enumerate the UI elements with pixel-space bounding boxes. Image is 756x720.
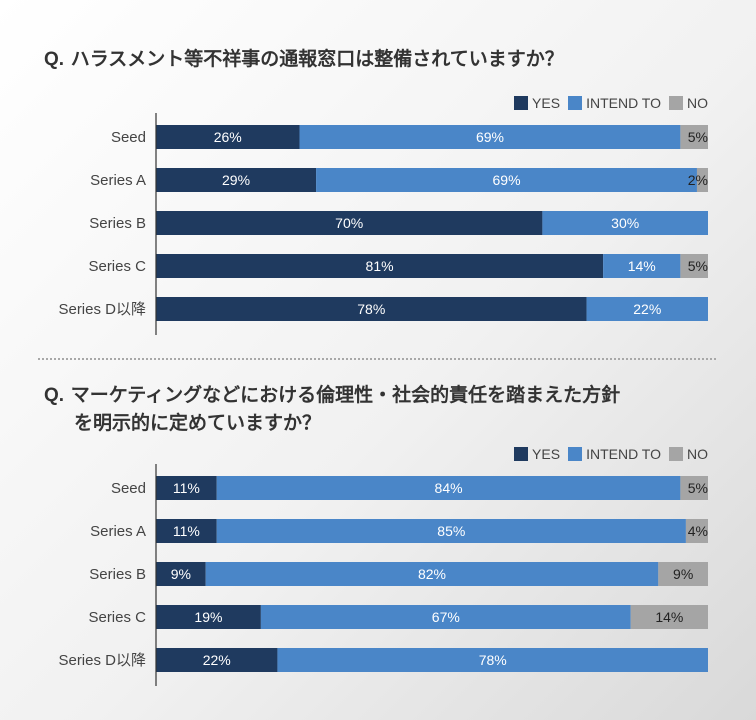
data-label: 9% — [673, 566, 693, 582]
data-label: 78% — [479, 652, 507, 668]
data-label: 5% — [688, 480, 708, 496]
legend-swatch-intend-to — [568, 96, 583, 110]
data-label: 5% — [688, 129, 708, 145]
category-label: Series B — [89, 215, 146, 232]
bar-segment-intend-to — [260, 605, 631, 629]
data-label: 22% — [633, 301, 661, 317]
chart-legend-2: YES INTEND TO NO — [506, 445, 708, 463]
bar-segment-yes — [156, 254, 604, 278]
legend-item-no: NO — [669, 95, 708, 111]
data-label: 78% — [357, 301, 385, 317]
question-title-1: Q. ハラスメント等不祥事の通報窓口は整備されていますか？ — [44, 45, 564, 74]
bar-segment-no — [696, 168, 708, 192]
category-label: Series B — [89, 566, 146, 583]
legend-swatch-yes — [514, 447, 529, 461]
stacked-bar-chart-2: Seed 11% 84% 5% Series A 11% 85% 4% Series B 9% 82… — [58, 464, 708, 686]
bar-segment-yes — [156, 211, 543, 235]
legend-item-intend-to: INTEND TO — [568, 446, 661, 462]
bar-segment-intend-to — [277, 648, 708, 672]
bar-segment-yes — [156, 168, 317, 192]
category-label: Seed — [111, 129, 146, 146]
bar-segment-no — [685, 519, 708, 543]
data-label: 11% — [173, 523, 200, 539]
category-label: Series A — [90, 523, 146, 540]
category-label: Series C — [88, 609, 146, 626]
bar-segment-yes — [156, 562, 206, 586]
category-label: Seed — [111, 480, 146, 497]
legend-item-yes: YES — [514, 446, 560, 462]
bar-segment-intend-to — [586, 297, 708, 321]
bar-segment-yes — [156, 648, 278, 672]
legend-label-no: NO — [687, 446, 708, 462]
legend-label-intend-to: INTEND TO — [586, 446, 661, 462]
data-label: 30% — [611, 215, 639, 231]
bar-segment-no — [630, 605, 708, 629]
category-label: Series D以降 — [58, 652, 146, 669]
bar-segment-yes — [156, 125, 300, 149]
bar-segment-intend-to — [205, 562, 659, 586]
data-label: 11% — [173, 480, 200, 496]
question-title-2: Q. マーケティングなどにおける倫理性・社会的責任を踏まえた方針 — [44, 381, 620, 410]
question-text-line: マーケティングなどにおける倫理性・社会的責任を踏まえた方針 — [70, 384, 621, 406]
data-label: 69% — [493, 172, 521, 188]
data-label: 14% — [628, 258, 656, 274]
data-label: 82% — [418, 566, 446, 582]
legend-label-yes: YES — [532, 446, 561, 462]
bar-segment-yes — [156, 519, 217, 543]
bar-segment-intend-to — [603, 254, 681, 278]
bar-segment-intend-to — [542, 211, 708, 235]
legend-swatch-no — [669, 447, 683, 461]
bar-segment-no — [658, 562, 708, 586]
bar-segment-no — [680, 254, 708, 278]
legend-label-no: NO — [687, 95, 708, 111]
legend-swatch-no — [669, 96, 683, 110]
legend-label-yes: YES — [532, 95, 561, 111]
legend-item-no: NO — [669, 446, 708, 462]
data-label: 29% — [222, 172, 250, 188]
data-label: 69% — [476, 129, 504, 145]
category-label: Series C — [88, 258, 146, 275]
category-label: Series D以降 — [58, 301, 146, 318]
data-label: 81% — [366, 258, 394, 274]
legend-item-yes: YES — [514, 95, 560, 111]
legend-item-intend-to: INTEND TO — [568, 95, 661, 111]
bar-segment-no — [680, 476, 708, 500]
legend-label-intend-to: INTEND TO — [586, 95, 661, 111]
data-label: 67% — [432, 609, 460, 625]
data-label: 22% — [203, 652, 231, 668]
bar-segment-yes — [156, 605, 261, 629]
bar-segment-yes — [156, 476, 217, 500]
bar-segment-intend-to — [216, 519, 686, 543]
bar-segment-intend-to — [316, 168, 697, 192]
question-prefix: Q. — [44, 385, 65, 406]
bar-segment-intend-to — [299, 125, 681, 149]
data-label: 70% — [335, 215, 363, 231]
legend-swatch-intend-to — [568, 447, 583, 461]
data-label: 5% — [688, 258, 708, 274]
stacked-bar-chart-1: Seed 26% 69% 5% Series A 29% 69% 2% Series B 70% 3… — [58, 113, 708, 335]
data-label: 26% — [214, 129, 242, 145]
data-label: 19% — [194, 609, 222, 625]
bar-segment-yes — [156, 297, 587, 321]
data-label: 14% — [655, 609, 683, 625]
chart-legend-1: YES INTEND TO NO — [506, 94, 708, 112]
question-title-2-line-2: を明示的に定めていますか？ — [74, 409, 321, 437]
data-label: 84% — [435, 480, 463, 496]
bar-segment-no — [680, 125, 708, 149]
category-label: Series A — [90, 172, 146, 189]
question-prefix: Q. — [44, 49, 65, 70]
bar-segment-intend-to — [216, 476, 681, 500]
data-label: 9% — [171, 566, 191, 582]
data-label: 2% — [688, 172, 708, 188]
section-divider — [38, 358, 716, 360]
legend-swatch-yes — [514, 96, 529, 110]
question-text-line: を明示的に定めていますか？ — [74, 412, 322, 434]
data-label: 85% — [437, 523, 465, 539]
question-text-line: ハラスメント等不祥事の通報窓口は整備されていますか？ — [70, 48, 564, 70]
data-label: 4% — [688, 523, 708, 539]
